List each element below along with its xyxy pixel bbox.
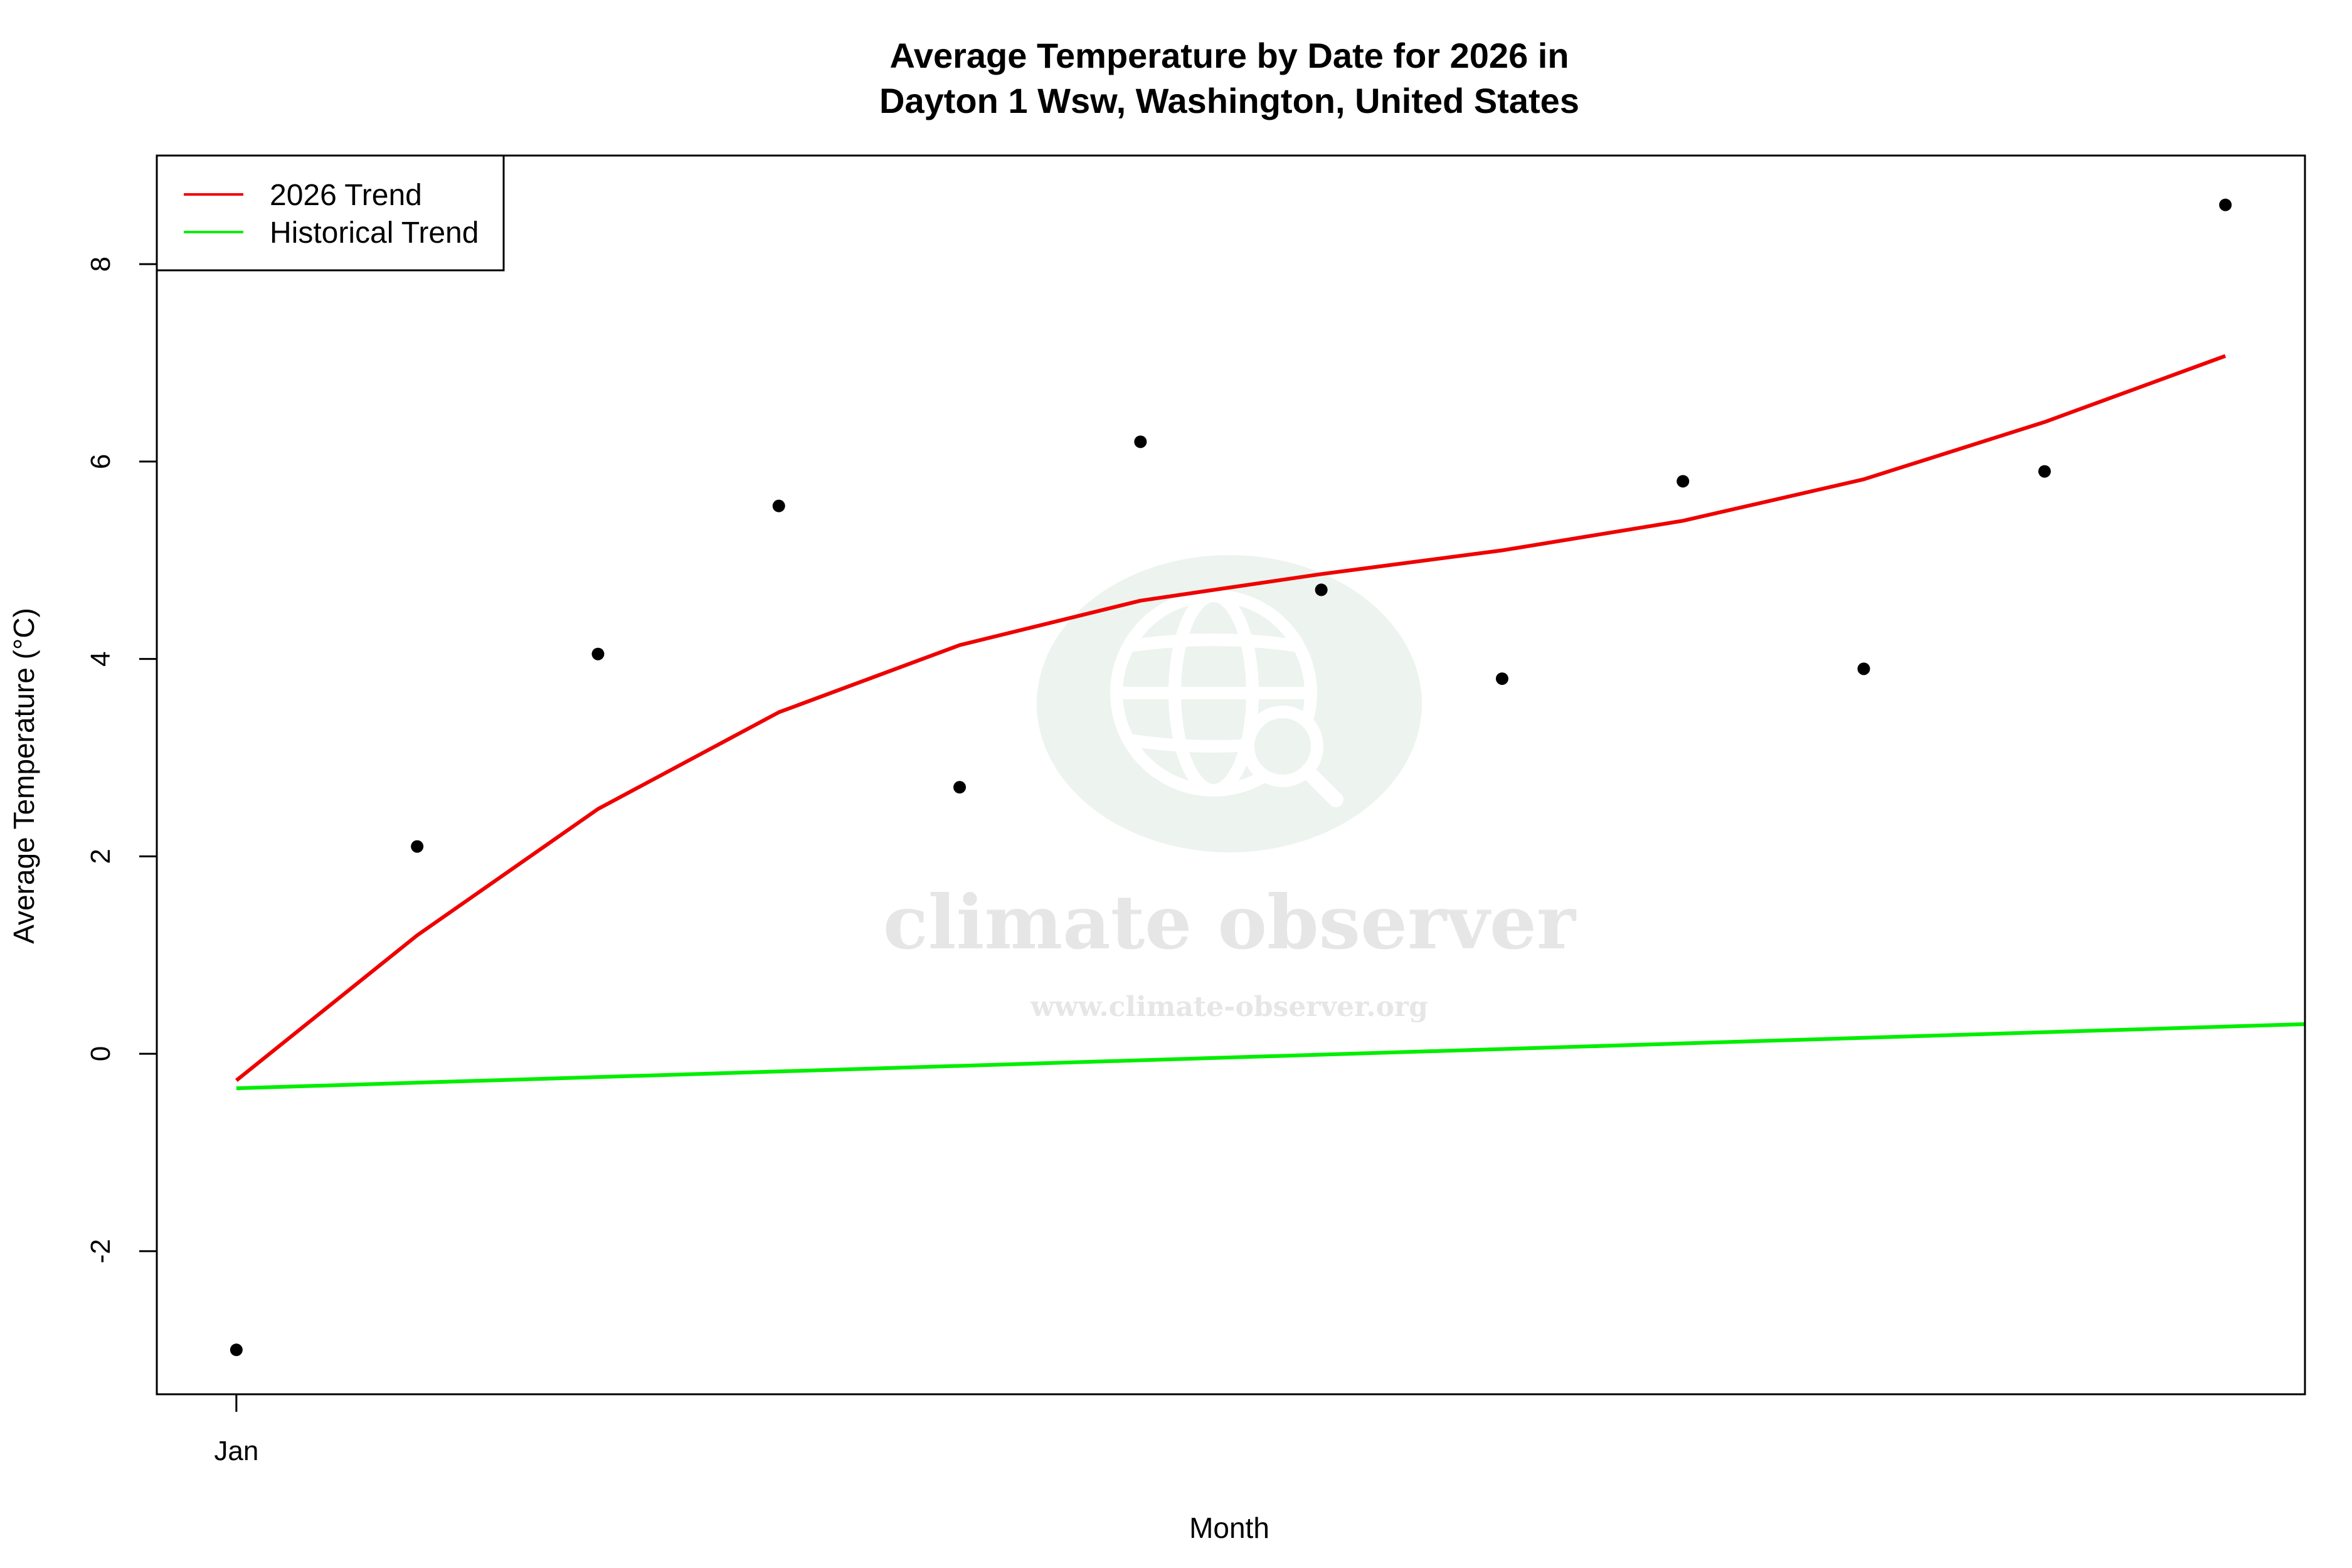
y-tick-label: -2 [85, 1239, 116, 1263]
series-layer [235, 354, 2306, 1091]
y-tick-label: 6 [85, 454, 116, 469]
data-point [953, 781, 967, 794]
data-point [230, 1343, 243, 1357]
data-point [772, 499, 785, 512]
y-axis-label: Average Temperature (°C) [8, 608, 40, 944]
legend: 2026 Trend Historical Trend [156, 154, 505, 272]
points-layer [230, 198, 2232, 1357]
y-tick-label: 0 [85, 1046, 116, 1061]
x-axis-label: Month [1189, 1512, 1269, 1544]
data-point [411, 840, 424, 853]
y-tick-label: 2 [85, 849, 116, 864]
watermark-title: climate observer [883, 879, 1577, 966]
legend-box [156, 154, 505, 272]
legend-label-historical-trend: Historical Trend [270, 216, 479, 250]
series-line-2026-trend [235, 354, 2227, 1082]
series-line-historical-trend [236, 1022, 2306, 1091]
watermark-url: www.climate-observer.org [1030, 991, 1428, 1023]
data-point [1495, 672, 1508, 686]
legend-label-2026-trend: 2026 Trend [270, 179, 422, 212]
data-point [591, 647, 605, 660]
watermark: climate observer www.climate-observer.or… [883, 555, 1577, 1023]
y-tick-label: 8 [85, 257, 116, 272]
y-axis: -2 0 2 4 6 8 [85, 257, 158, 1263]
data-point [1857, 662, 1870, 675]
globe-search-icon [1110, 590, 1343, 807]
chart-subtitle: Dayton 1 Wsw, Washington, United States [879, 81, 1579, 120]
data-point [1134, 435, 1147, 448]
data-point [2219, 198, 2232, 211]
x-tick-label: Jan [214, 1436, 258, 1466]
chart-title: Average Temperature by Date for 2026 in [889, 36, 1569, 75]
data-point [1677, 475, 1690, 488]
y-tick-label: 4 [85, 651, 116, 666]
x-axis: Jan [214, 1394, 258, 1466]
data-point [1315, 583, 1328, 596]
data-point [2038, 465, 2051, 478]
